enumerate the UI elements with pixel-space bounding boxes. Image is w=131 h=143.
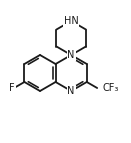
Text: F: F (9, 83, 15, 93)
Text: HN: HN (64, 16, 79, 26)
Text: N: N (67, 86, 75, 96)
Text: N: N (67, 50, 75, 60)
Text: CF₃: CF₃ (102, 83, 119, 93)
